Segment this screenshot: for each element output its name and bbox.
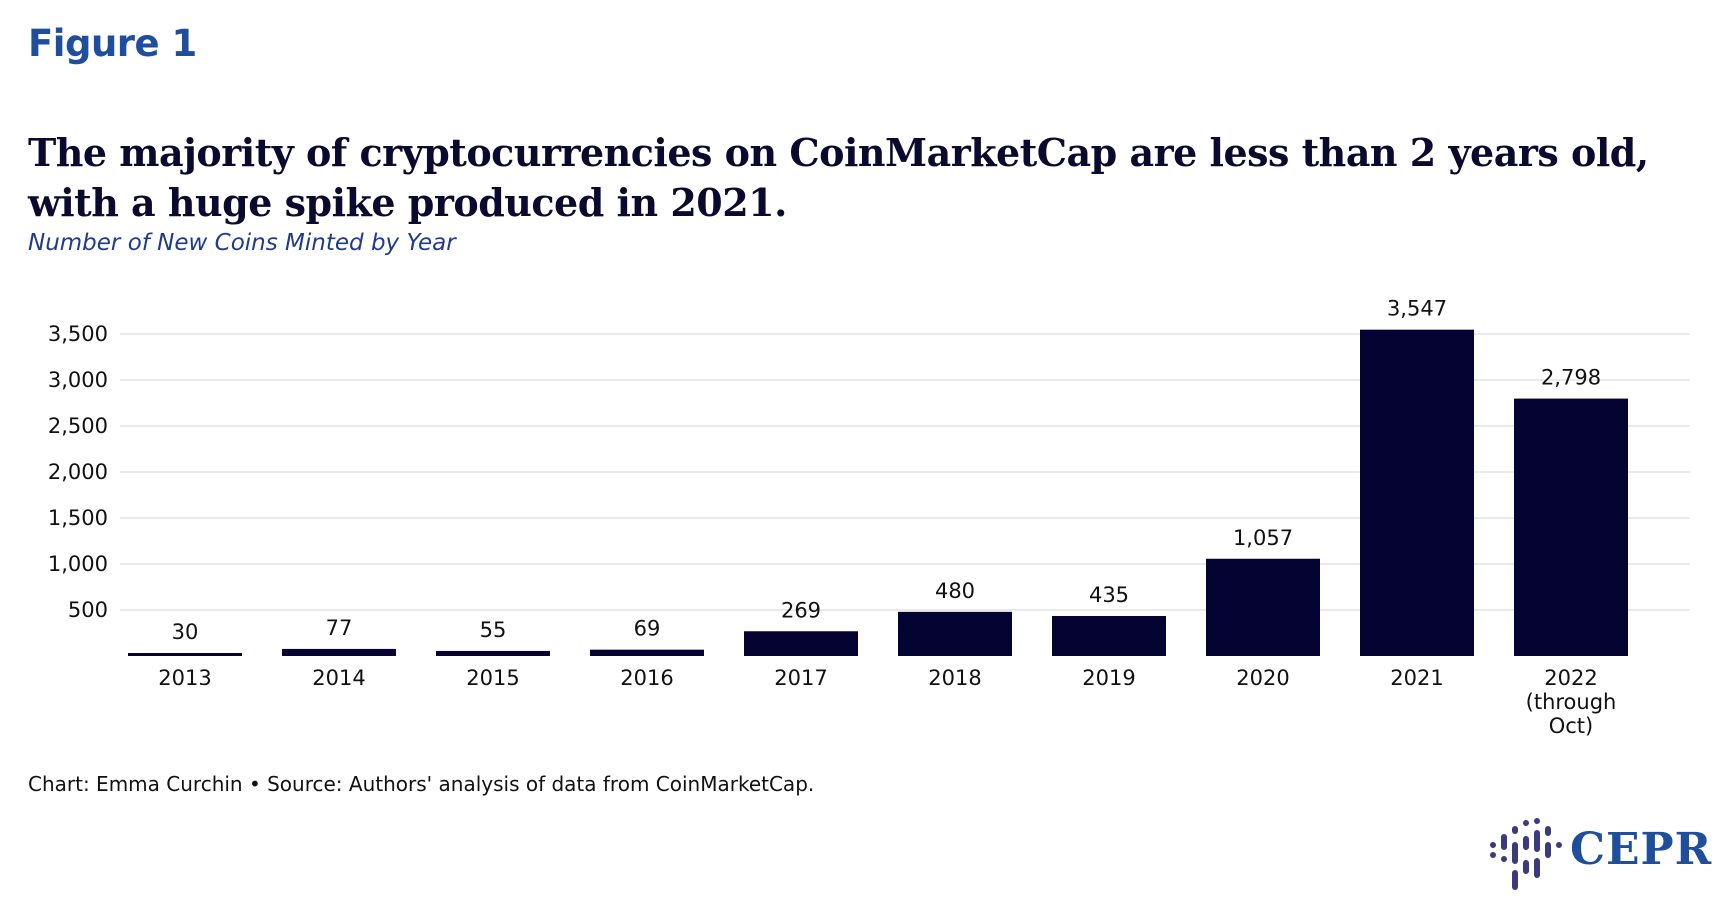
data-label: 435	[1089, 583, 1129, 607]
y-tick-label: 2,500	[48, 414, 108, 438]
bar	[898, 611, 1012, 656]
logo-text: CEPR	[1570, 824, 1713, 875]
chart-title: The majority of cryptocurrencies on Coin…	[28, 130, 1649, 225]
bar	[436, 650, 550, 656]
data-label: 269	[781, 598, 821, 622]
source-footer: Chart: Emma Curchin • Source: Authors' a…	[28, 772, 815, 796]
data-label: 69	[634, 617, 661, 641]
data-label: 77	[326, 616, 353, 640]
bar	[128, 653, 242, 656]
bar	[590, 649, 704, 656]
x-tick-label: 2021	[1390, 666, 1443, 690]
data-label: 480	[935, 579, 975, 603]
cepr-bars-logo-icon	[1490, 818, 1562, 890]
x-tick-label: 2022 (through Oct)	[1526, 666, 1617, 738]
bar	[282, 648, 396, 656]
y-tick-label: 500	[68, 598, 108, 622]
bar-chart: 500 1,000 1,500 2,000 2,500 3,000 3,500 30 2013 7…	[48, 297, 1690, 738]
bar	[744, 631, 858, 656]
bar	[1360, 329, 1474, 656]
bar	[1052, 615, 1166, 656]
x-tick-label: 2014	[312, 666, 365, 690]
figure-label: Figure 1	[28, 22, 197, 65]
bar	[1206, 558, 1320, 656]
x-tick-label: 2015	[466, 666, 519, 690]
x-tick-label: 2018	[928, 666, 981, 690]
data-label: 2,798	[1541, 366, 1601, 390]
y-tick-label: 3,000	[48, 368, 108, 392]
bar	[1514, 398, 1628, 656]
y-tick-label: 1,500	[48, 506, 108, 530]
y-tick-label: 1,000	[48, 552, 108, 576]
chart-subtitle: Number of New Coins Minted by Year	[28, 230, 456, 256]
cepr-logo: CEPR	[1488, 816, 1711, 896]
data-label: 55	[480, 618, 507, 642]
x-tick-label: 2019	[1082, 666, 1135, 690]
y-tick-label: 3,500	[48, 322, 108, 346]
data-label: 3,547	[1387, 297, 1447, 321]
x-tick-label: 2016	[620, 666, 673, 690]
data-label: 30	[172, 620, 199, 644]
x-tick-label: 2013	[158, 666, 211, 690]
x-tick-label: 2020	[1236, 666, 1289, 690]
data-label: 1,057	[1233, 526, 1293, 550]
y-tick-label: 2,000	[48, 460, 108, 484]
x-tick-label: 2017	[774, 666, 827, 690]
